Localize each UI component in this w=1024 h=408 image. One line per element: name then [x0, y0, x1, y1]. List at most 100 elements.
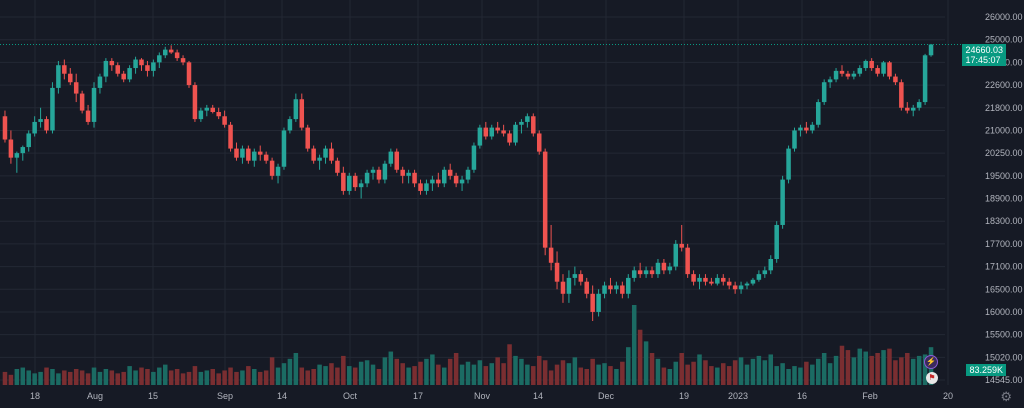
price-tick-label: 18300.00	[985, 216, 1023, 226]
volume-bar	[495, 357, 500, 385]
time-tick-label: Sep	[217, 391, 233, 401]
candle-body	[115, 65, 121, 74]
candle-body	[424, 183, 429, 191]
volume-bar	[905, 353, 910, 385]
volume-bar	[833, 355, 839, 385]
candle-body	[32, 121, 37, 134]
price-tick-label: 14545.00	[985, 375, 1023, 385]
candle-body	[697, 277, 702, 282]
candle-body	[620, 285, 625, 294]
last-price-tag: 24660.03 17:45:07	[962, 44, 1006, 66]
volume-bar	[370, 364, 376, 385]
candle-body	[566, 277, 572, 294]
gear-icon[interactable]: ⚙	[1000, 389, 1012, 404]
candle-body	[685, 247, 690, 275]
volume-bar	[614, 369, 619, 385]
candle-body	[721, 277, 726, 282]
volume-bar	[572, 357, 578, 385]
lightning-icon[interactable]: ⚡	[924, 355, 938, 369]
candle-body	[14, 153, 20, 158]
volume-bar	[596, 364, 601, 385]
volume-bar	[151, 371, 156, 385]
volume-bar	[115, 373, 121, 385]
volume-bar	[406, 367, 411, 385]
volume-bar	[620, 361, 625, 385]
volume-bar	[536, 355, 542, 385]
volume-bar	[703, 360, 708, 385]
candle-body	[738, 285, 744, 290]
volume-bar	[222, 370, 227, 385]
candle-body	[180, 58, 186, 63]
volume-bar	[441, 367, 447, 385]
volume-bar	[341, 355, 346, 385]
candle-body	[792, 130, 797, 149]
candle-body	[560, 281, 566, 294]
price-tick-label: 26000.00	[985, 12, 1023, 22]
volume-bar	[56, 373, 61, 385]
candle-body	[525, 116, 530, 122]
us-flag-icon[interactable]: ⚑	[926, 372, 938, 384]
candle-body	[899, 82, 904, 108]
candle-body	[661, 262, 667, 271]
volume-bar	[257, 371, 263, 385]
volume-bar	[109, 370, 115, 385]
time-tick-label: Dec	[598, 391, 615, 401]
volume-bar	[453, 353, 459, 385]
volume-bar	[418, 361, 423, 385]
volume-bar	[133, 370, 138, 385]
volume-bar	[910, 358, 916, 385]
candle-body	[263, 154, 269, 161]
volume-bar	[97, 371, 103, 385]
candle-body	[827, 79, 833, 83]
price-tick-label: 16500.00	[985, 284, 1023, 294]
price-axis[interactable]: 26000.0025000.0023400.0022600.0021800.00…	[985, 12, 1023, 385]
time-tick-label: 17	[413, 391, 423, 401]
candle-body	[578, 274, 584, 282]
candle-body	[44, 119, 49, 131]
candle-body	[287, 119, 293, 131]
volume-bar	[358, 361, 364, 385]
candle-body	[554, 262, 560, 282]
candle-body	[8, 139, 14, 158]
time-axis[interactable]: 18 Aug 15 Sep 14 Oct 17 Nov 14 Dec 19 2023 16 Feb 20	[30, 391, 953, 401]
time-tick-label: 14	[533, 391, 543, 401]
candle-body	[732, 285, 738, 290]
volume-bar	[68, 371, 73, 385]
candle-body	[453, 175, 459, 184]
volume-bar	[305, 370, 310, 385]
candle-body	[418, 183, 423, 191]
candle-body	[299, 99, 305, 128]
price-tick-label: 16000.00	[985, 307, 1023, 317]
candle-body	[97, 76, 103, 88]
candle-body	[602, 285, 607, 294]
volume-bar	[750, 358, 756, 385]
candle-body	[341, 172, 346, 191]
candle-body	[269, 160, 275, 176]
volume-bar	[382, 357, 388, 385]
candle-body	[216, 112, 221, 117]
candle-body	[513, 124, 518, 143]
candle-body	[762, 270, 768, 275]
volume-bar	[827, 363, 833, 385]
volume-bar	[335, 367, 340, 385]
candle-body	[626, 277, 631, 294]
volume-bar	[507, 344, 512, 385]
volume-bar	[228, 367, 233, 385]
price-tick-label: 18900.00	[985, 194, 1023, 204]
volume-bar	[637, 329, 643, 385]
volume-bar	[412, 366, 417, 385]
candle-body	[174, 52, 180, 59]
volume-bar	[347, 366, 352, 385]
candle-body	[726, 281, 732, 286]
candle-body	[839, 70, 845, 74]
volume-bar	[210, 369, 215, 385]
time-tick-label: Nov	[474, 391, 491, 401]
candle-body	[655, 262, 661, 275]
volume-bar	[246, 366, 251, 385]
candle-body	[750, 279, 756, 284]
volume-bar	[774, 366, 779, 385]
last-price-value: 24660.03	[965, 45, 1003, 55]
volume-bar	[501, 363, 506, 385]
volume-bar	[631, 305, 637, 385]
